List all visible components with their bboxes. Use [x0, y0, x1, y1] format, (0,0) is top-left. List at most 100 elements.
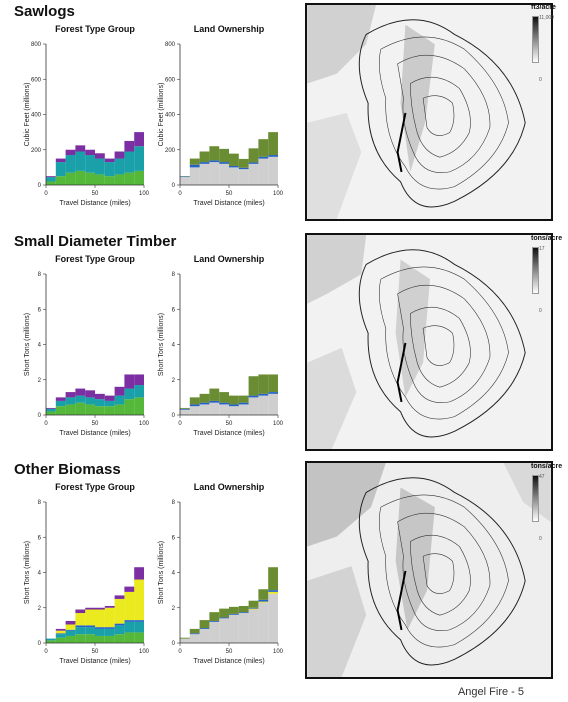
bar-segment [229, 395, 239, 405]
bar-segment [104, 406, 115, 415]
bar-segment [85, 390, 95, 398]
legend-color-ramp [532, 247, 539, 294]
bar-segment [114, 395, 125, 405]
bar-segment [189, 406, 200, 415]
y-tick-label: 6 [38, 307, 42, 313]
y-tick-label: 8 [172, 500, 176, 506]
bar-segment [124, 151, 135, 173]
y-tick-label: 4 [172, 571, 176, 577]
x-tick-label: 100 [273, 649, 284, 655]
legend-sawlogs: ft3/acre 11,000 0 [531, 4, 556, 83]
map-small-diameter-timber-image [307, 235, 551, 449]
bar-segment [95, 406, 105, 415]
bar-segment [75, 145, 86, 152]
series-purple [55, 567, 144, 631]
x-tick-label: 0 [44, 191, 48, 197]
bar-segment [114, 634, 125, 643]
bar-segment [55, 630, 66, 634]
bar-segment [95, 174, 105, 185]
legend-other-biomass: tons/acre 47 0 [531, 463, 562, 542]
y-tick-label: 6 [38, 535, 42, 541]
bar-segment [55, 400, 66, 407]
y-tick-label: 0 [38, 641, 42, 647]
bar-segment [248, 397, 259, 415]
bar-segment [46, 407, 56, 409]
bar-segment [95, 158, 105, 175]
bar-segment [134, 620, 144, 622]
bar-segment [219, 404, 229, 415]
legend-title: ft3/acre [531, 4, 556, 11]
x-tick-label: 50 [92, 421, 99, 427]
bar-segment [238, 167, 249, 170]
bar-segment [238, 613, 249, 643]
chart-title: Land Ownership [194, 254, 265, 264]
y-tick-label: 800 [31, 42, 42, 48]
bar-segment [248, 162, 259, 164]
chart-sdt-forest-type: Forest Type Group 0 2 4 6 8 0 50 100 Travel Dista… [24, 254, 150, 437]
bar-segment [238, 158, 249, 168]
bar-segment [219, 392, 229, 403]
bar-segment [124, 399, 135, 415]
bar-segment [180, 407, 190, 409]
bar-segment [114, 174, 125, 185]
bar-segment [248, 600, 259, 608]
bar-segment [209, 621, 220, 643]
series-yellow [248, 591, 278, 610]
bar-segment [46, 640, 56, 643]
bar-segment [55, 406, 66, 415]
bar-segment [219, 402, 229, 405]
bar-segment [199, 628, 210, 629]
y-tick-label: 2 [38, 606, 42, 612]
x-tick-label: 100 [273, 421, 284, 427]
y-tick-label: 0 [38, 183, 42, 189]
bar-segment [85, 607, 95, 610]
bar-segment [114, 158, 125, 175]
chart-title: Land Ownership [194, 482, 265, 492]
bar-segment [238, 395, 249, 403]
page-footer: Angel Fire - 5 [457, 686, 524, 698]
bar-segment [258, 601, 269, 603]
bar-segment [75, 627, 86, 635]
bar-segment [229, 167, 239, 185]
y-tick-label: 0 [38, 413, 42, 419]
series-green [46, 170, 144, 185]
bar-segment [199, 163, 210, 185]
bar-segment [104, 605, 115, 608]
bar-segment [199, 404, 210, 415]
bar-segment [46, 411, 56, 415]
bar-segment [134, 579, 144, 621]
bar-segment [75, 395, 86, 403]
bar-segment [199, 162, 210, 164]
legend-max: 47 [539, 474, 545, 480]
y-tick-label: 2 [172, 378, 176, 384]
bar-segment [229, 606, 239, 614]
series-olive [180, 567, 278, 639]
bar-segment [85, 172, 95, 185]
section-title-other-biomass: Other Biomass [14, 461, 121, 478]
bar-segment [124, 632, 135, 643]
legend-max: 11,000 [539, 15, 554, 21]
legend-min: 0 [539, 308, 542, 314]
bar-segment [65, 624, 76, 630]
bar-segment [219, 162, 229, 164]
x-tick-label: 0 [178, 191, 182, 197]
x-axis-label: Travel Distance (miles) [59, 200, 130, 207]
bar-segment [124, 388, 135, 400]
chart-biomass-land-ownership: Land Ownership 0 2 4 6 8 0 50 100 Travel Distance… [158, 482, 284, 665]
bar-segment [85, 404, 95, 415]
x-tick-label: 100 [139, 649, 150, 655]
bar-segment [268, 567, 278, 591]
bar-segment [124, 140, 135, 152]
x-axis-label: Travel Distance (miles) [193, 658, 264, 665]
bar-segment [134, 621, 144, 633]
bar-segment [219, 148, 229, 163]
bar-segment [268, 132, 278, 156]
y-tick-label: 800 [165, 42, 176, 48]
bar-segment [258, 393, 269, 396]
bar-segment [114, 386, 125, 396]
map-other-biomass [305, 461, 553, 679]
x-tick-label: 50 [92, 191, 99, 197]
y-tick-label: 400 [31, 113, 42, 119]
chart-sawlogs-land-ownership: Land Ownership 0 200 400 600 800 0 50 100 Travel … [158, 24, 284, 207]
series-yellow [55, 579, 144, 634]
